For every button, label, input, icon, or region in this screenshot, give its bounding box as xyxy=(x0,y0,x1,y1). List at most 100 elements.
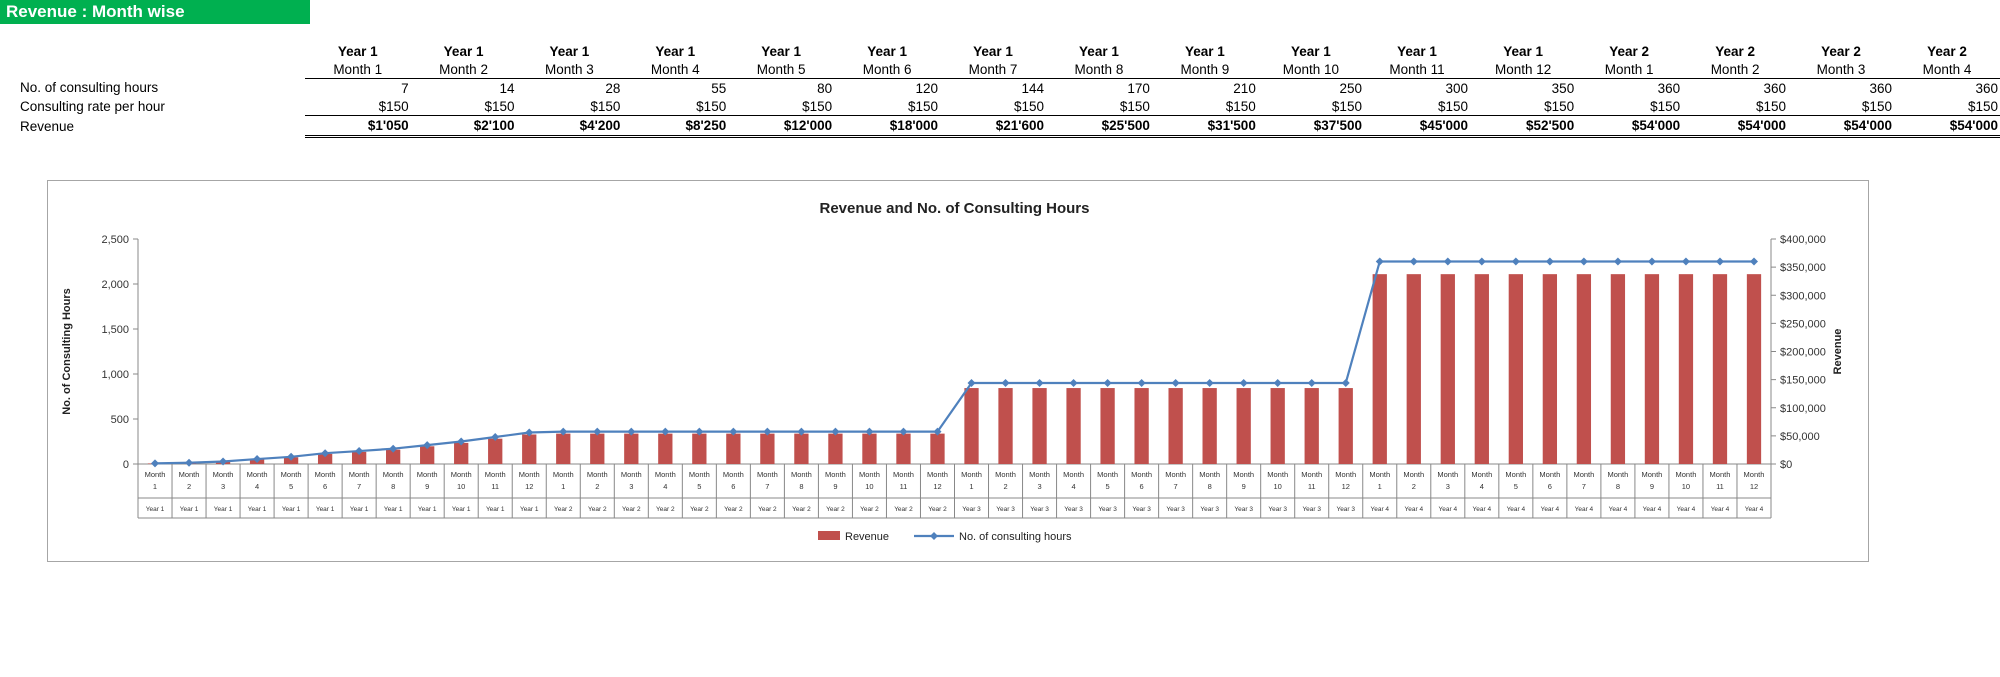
table-header-month-row: Month 1 Month 2 Month 3 Month 4 Month 5 Month… xyxy=(20,60,2000,79)
revenue-bar xyxy=(1712,274,1728,464)
hours-point-marker xyxy=(627,427,636,436)
x-tick-label-number: 12 xyxy=(933,482,941,491)
revenue-bar xyxy=(1202,388,1217,464)
revenue-bar xyxy=(317,453,333,464)
x-tick-label-month: Month xyxy=(893,470,914,479)
x-tick-label-month: Month xyxy=(1710,470,1731,479)
x-tick-label-year: Year 3 xyxy=(1336,506,1355,513)
x-tick-label-number: 8 xyxy=(1208,482,1212,491)
x-tick-label-month: Month xyxy=(961,470,982,479)
x-tick-label-number: 12 xyxy=(525,482,533,491)
x-tick-label-month: Month xyxy=(995,470,1016,479)
table-cell: $54'000 xyxy=(1788,115,1894,138)
table-cell: $45'000 xyxy=(1363,115,1471,138)
x-tick-label-year: Year 1 xyxy=(384,506,403,513)
revenue-bar xyxy=(1610,274,1626,464)
row-revenue: Revenue $1'050 $2'100 $4'200 $8'250 $12'000 $1… xyxy=(20,115,2000,138)
column-month-header: Month 2 xyxy=(439,61,488,77)
table-cell: $52'500 xyxy=(1470,115,1577,138)
table-cell: $150 xyxy=(1331,98,1362,114)
x-tick-label-month: Month xyxy=(315,470,336,479)
chart-area: Revenue and No. of Consulting Hours 0 500 1… xyxy=(47,180,1869,562)
column-month-header: Month 1 xyxy=(1604,61,1654,77)
x-tick-label-number: 9 xyxy=(1242,482,1246,491)
column-year-header: Year 1 xyxy=(1079,43,1119,59)
x-tick-label-month: Month xyxy=(1471,470,1492,479)
x-tick-label-year: Year 3 xyxy=(1268,506,1287,513)
table-cell: $150 xyxy=(590,98,621,114)
hours-point-marker xyxy=(831,427,840,436)
revenue-bar xyxy=(1474,274,1489,464)
x-tick-label-year: Year 1 xyxy=(350,506,369,513)
revenue-bar xyxy=(1032,388,1047,464)
x-tick-label-month: Month xyxy=(757,470,778,479)
x-tick-label-number: 4 xyxy=(1480,482,1484,491)
x-tick-label-month: Month xyxy=(1539,470,1560,479)
x-tick-label-number: 1 xyxy=(969,482,973,491)
x-tick-label-number: 11 xyxy=(491,482,499,491)
column-month-header: Month 3 xyxy=(1816,61,1866,77)
x-tick-label-number: 10 xyxy=(1682,482,1690,491)
y2-tick-label: $50,000 xyxy=(1780,431,1820,443)
revenue-table: Year 1 Year 1 Year 1 Year 1 Year 1 Year 1 Year… xyxy=(20,42,2000,138)
x-tick-label-year: Year 4 xyxy=(1609,506,1628,513)
hours-point-marker xyxy=(185,458,194,467)
x-tick-label-number: 1 xyxy=(1378,482,1382,491)
hours-point-marker xyxy=(151,459,160,468)
hours-point-marker xyxy=(1307,379,1316,387)
table-cell: 360 xyxy=(1893,78,2000,97)
x-tick-label-month: Month xyxy=(1641,470,1662,479)
x-tick-label-year: Year 1 xyxy=(180,506,199,513)
x-tick-label-number: 2 xyxy=(1003,482,1007,491)
table-cell: $150 xyxy=(1225,98,1256,114)
y-tick-label: 1,000 xyxy=(101,369,129,381)
column-year-header: Year 1 xyxy=(1184,43,1225,59)
revenue-bar xyxy=(726,433,741,464)
column-year-header: Year 1 xyxy=(973,43,1013,59)
table-cell: 55 xyxy=(622,78,729,97)
column-year-header: Year 1 xyxy=(761,43,802,59)
hours-point-marker xyxy=(1715,257,1724,266)
table-cell: $54'000 xyxy=(1576,115,1683,138)
x-tick-label-month: Month xyxy=(1233,470,1254,479)
revenue-bar xyxy=(1440,274,1455,464)
revenue-bar xyxy=(760,433,775,464)
table-cell: $150 xyxy=(1013,98,1044,114)
column-year-header: Year 1 xyxy=(867,43,907,59)
hours-point-marker xyxy=(1103,379,1112,387)
column-month-header: Month 6 xyxy=(862,61,912,77)
x-tick-label-year: Year 2 xyxy=(758,506,777,513)
revenue-bar xyxy=(1066,388,1081,464)
hours-point-marker xyxy=(1205,379,1214,387)
table-corner xyxy=(20,42,305,60)
hours-point-marker xyxy=(1511,257,1520,266)
x-tick-label-month: Month xyxy=(417,470,438,479)
revenue-bar xyxy=(1236,388,1251,464)
x-tick-label-year: Year 1 xyxy=(214,506,233,513)
table-cell: $150 xyxy=(908,98,939,114)
y2-tick-label: $150,000 xyxy=(1780,375,1826,387)
table-cell: 14 xyxy=(410,78,517,97)
revenue-bar xyxy=(522,434,537,464)
column-month-header: Month 2 xyxy=(1710,61,1760,77)
table-cell: $150 xyxy=(1756,98,1787,114)
y2-tick-label: $350,000 xyxy=(1780,262,1826,274)
column-year-header: Year 1 xyxy=(1397,43,1437,59)
x-tick-label-year: Year 2 xyxy=(860,506,879,513)
table-cell: $54'000 xyxy=(1893,115,2000,138)
hours-point-marker xyxy=(1273,379,1282,387)
x-tick-label-number: 3 xyxy=(221,482,225,491)
x-tick-label-year: Year 3 xyxy=(1200,506,1219,513)
x-tick-label-month: Month xyxy=(1097,470,1118,479)
column-month-header: Month 8 xyxy=(1074,61,1124,77)
x-tick-label-year: Year 2 xyxy=(690,506,709,513)
x-tick-label-year: Year 4 xyxy=(1370,506,1389,513)
revenue-bar xyxy=(1304,388,1319,464)
column-year-header: Year 1 xyxy=(1503,43,1544,59)
hours-point-marker xyxy=(1579,257,1588,266)
column-month-header: Month 4 xyxy=(1922,61,1972,77)
revenue-bar xyxy=(828,433,843,464)
x-tick-label-number: 5 xyxy=(697,482,701,491)
legend-hours-marker xyxy=(930,532,938,540)
x-tick-label-month: Month xyxy=(1607,470,1628,479)
